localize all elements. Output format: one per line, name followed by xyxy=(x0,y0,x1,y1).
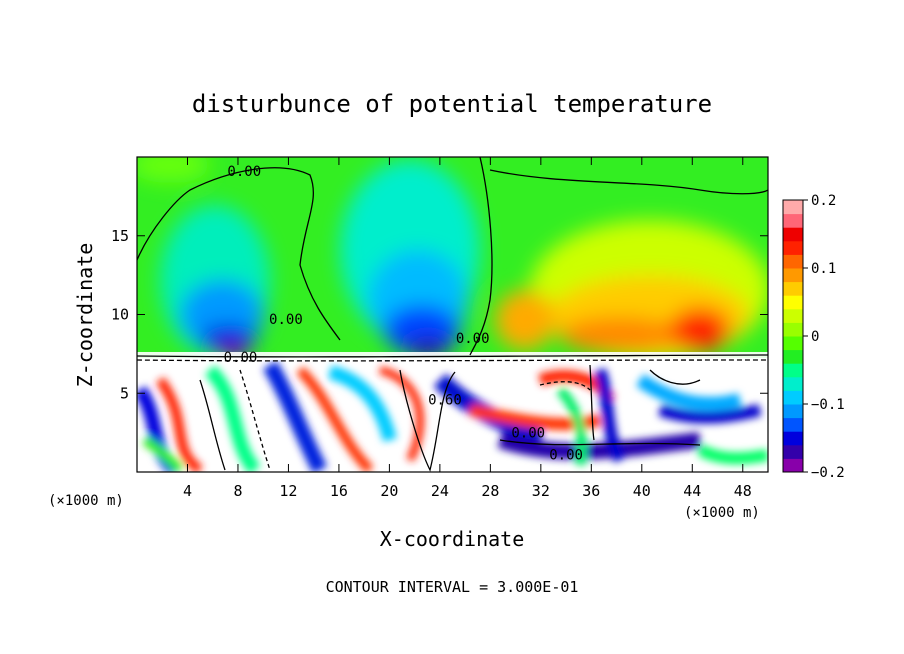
chart-title: disturbunce of potential temperature xyxy=(192,90,712,118)
x-tick-label: 36 xyxy=(582,482,600,500)
colorbar-swatch xyxy=(783,308,803,323)
x-tick-label: 16 xyxy=(330,482,348,500)
x-axis-label: X-coordinate xyxy=(380,527,525,551)
colorbar-swatch xyxy=(783,417,803,432)
colorbar-tick-label: −0.1 xyxy=(811,397,845,413)
colorbar: 0.2 0.1 0 −0.1 −0.2 xyxy=(782,193,845,481)
colorbar-tick-label: 0.1 xyxy=(811,261,836,277)
colorbar-swatch xyxy=(783,322,803,337)
contour-label: 0.00 xyxy=(456,331,490,347)
colorbar-swatch xyxy=(783,295,803,310)
colorbar-swatch xyxy=(783,268,803,283)
x-tick-label: 4 xyxy=(183,482,192,500)
colorbar-swatch xyxy=(783,458,803,473)
plot-area: 0.000.000.000.000.000.000.60 4 8 12 16 20 24 2… xyxy=(111,156,769,500)
y-tick-label: 10 xyxy=(111,306,129,324)
lower-layer xyxy=(137,352,768,472)
x-tick-label: 48 xyxy=(734,482,752,500)
contour-label: 0.00 xyxy=(511,425,545,441)
colorbar-swatch xyxy=(783,431,803,446)
colorbar-swatch xyxy=(783,227,803,242)
y-tick-label: 15 xyxy=(111,227,129,245)
x-tick-label: 8 xyxy=(233,482,242,500)
colorbar-swatch xyxy=(783,363,803,378)
x-tick-label: 32 xyxy=(532,482,550,500)
colorbar-tick-label: 0.2 xyxy=(811,193,836,209)
contour-label: 0.00 xyxy=(227,164,261,180)
x-tick-label: 20 xyxy=(380,482,398,500)
contour-interval-note: CONTOUR INTERVAL = 3.000E-01 xyxy=(326,578,579,596)
x-tick-label: 28 xyxy=(481,482,499,500)
x-tick-label: 12 xyxy=(279,482,297,500)
y-tick-label: 5 xyxy=(120,384,129,402)
colorbar-swatch xyxy=(783,349,803,364)
colorbar-swatch xyxy=(783,281,803,296)
x-unit-right: (×1000 m) xyxy=(684,505,760,521)
heatmap-field: 0.000.000.000.000.000.000.60 xyxy=(137,157,768,472)
x-tick-label: 44 xyxy=(683,482,701,500)
contour-label: 0.60 xyxy=(428,392,462,408)
contour-lines xyxy=(137,157,768,472)
colorbar-swatch xyxy=(783,376,803,391)
colorbar-tick-label: 0 xyxy=(811,329,819,345)
colorbar-swatch xyxy=(783,390,803,405)
x-tick-label: 40 xyxy=(633,482,651,500)
colorbar-swatch xyxy=(783,254,803,269)
colorbar-swatch xyxy=(783,444,803,459)
contour-label: 0.00 xyxy=(224,350,258,366)
colorbar-swatch xyxy=(783,336,803,351)
contour-label: 0.00 xyxy=(549,447,583,463)
colorbar-swatch xyxy=(783,404,803,419)
colorbar-swatch xyxy=(783,240,803,255)
y-axis-label: Z-coordinate xyxy=(73,243,97,388)
contour-label: 0.00 xyxy=(269,312,303,328)
colorbar-tick-label: −0.2 xyxy=(811,465,845,481)
colorbar-swatch xyxy=(783,213,803,228)
x-unit-left: (×1000 m) xyxy=(48,493,124,509)
colorbar-swatch xyxy=(783,200,803,215)
x-tick-label: 24 xyxy=(431,482,449,500)
